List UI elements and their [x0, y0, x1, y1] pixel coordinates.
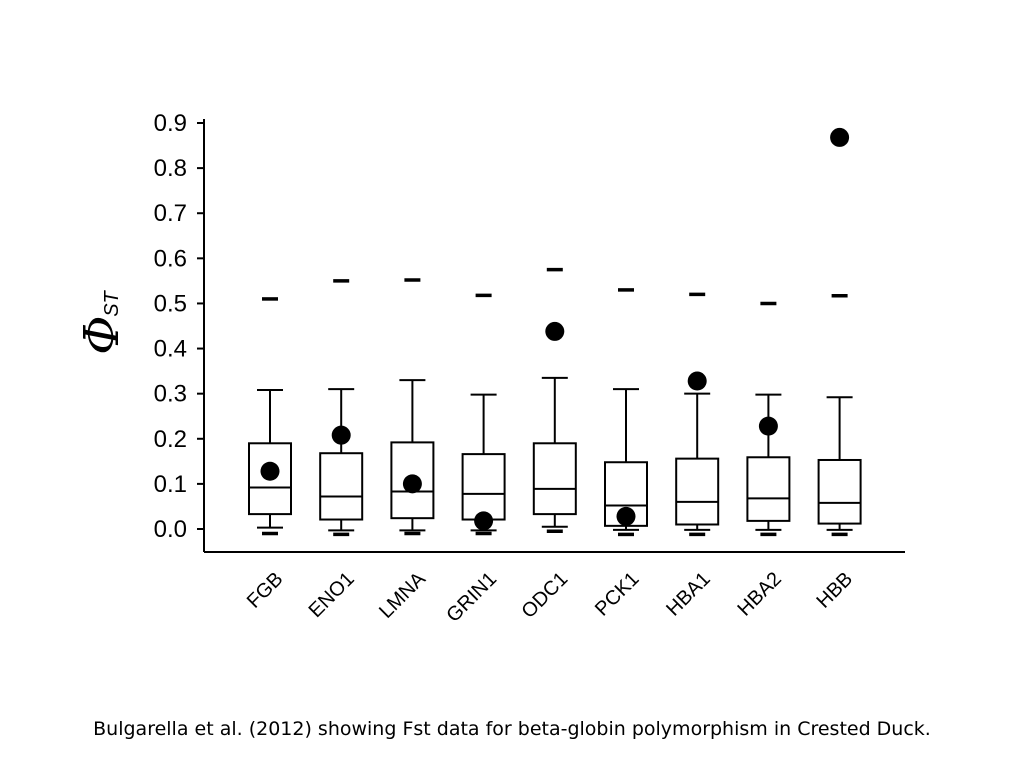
x-tick-label: ODC1 — [517, 568, 572, 623]
observed-point — [687, 371, 707, 391]
y-tick-label: 0.2 — [154, 426, 187, 453]
x-tick-label: PCK1 — [591, 568, 644, 621]
x-tick-label: ENO1 — [305, 568, 359, 622]
box-hba1 — [675, 292, 720, 537]
box-hbb — [817, 127, 862, 537]
iqr-box — [817, 458, 862, 525]
figure-caption: Bulgarella et al. (2012) showing Fst dat… — [93, 718, 931, 740]
x-tick-label: HBA1 — [662, 568, 715, 621]
observed-point — [331, 425, 351, 445]
y-axis-label: Φ ST — [74, 289, 130, 354]
box-pck1 — [604, 288, 648, 537]
y-axis: 0.9 0.8 0.7 0.6 0.5 0.4 0.3 0.2 0.1 0.0 — [154, 110, 205, 552]
box-eno1 — [319, 279, 364, 537]
observed-point — [616, 506, 636, 526]
box-lmna — [390, 278, 435, 536]
y-tick-label: 0.3 — [154, 381, 187, 408]
box-hba2 — [746, 301, 791, 537]
x-tick-label: LMNA — [375, 568, 430, 623]
y-axis-label-phi: Φ — [74, 315, 130, 354]
box-grin1 — [461, 293, 506, 536]
x-tick-label: GRIN1 — [442, 568, 501, 627]
x-axis: FGB ENO1 LMNA GRIN1 ODC1 PCK1 HBA1 HBA2 HBB — [204, 551, 905, 627]
y-tick-label: 0.5 — [154, 290, 187, 317]
observed-point — [260, 461, 280, 481]
x-tick-label: FGB — [243, 568, 288, 613]
observed-point — [758, 416, 778, 436]
y-tick-label: 0.0 — [154, 516, 187, 543]
y-tick-label: 0.4 — [154, 336, 187, 363]
x-tick-label: HBA2 — [733, 568, 786, 621]
iqr-box — [746, 456, 791, 522]
iqr-box — [461, 453, 506, 521]
box-plot-chart: 0.9 0.8 0.7 0.6 0.5 0.4 0.3 0.2 0.1 0.0 FGB ENO1 LM… — [74, 110, 905, 627]
x-tick-label: HBB — [812, 568, 857, 613]
box-series — [248, 127, 862, 537]
iqr-box — [675, 457, 720, 526]
y-tick-label: 0.8 — [154, 155, 187, 182]
iqr-box — [532, 442, 577, 516]
y-tick-label: 0.9 — [154, 110, 187, 137]
y-tick-label: 0.1 — [154, 471, 187, 498]
box-odc1 — [532, 267, 577, 534]
y-tick-label: 0.6 — [154, 245, 187, 272]
iqr-box — [319, 452, 364, 521]
y-axis-label-subscript: ST — [101, 289, 123, 316]
observed-point — [402, 474, 422, 494]
box-fgb — [248, 297, 292, 536]
observed-point — [545, 321, 565, 341]
observed-point — [830, 127, 850, 147]
observed-point — [474, 511, 494, 531]
y-tick-label: 0.7 — [154, 200, 187, 227]
